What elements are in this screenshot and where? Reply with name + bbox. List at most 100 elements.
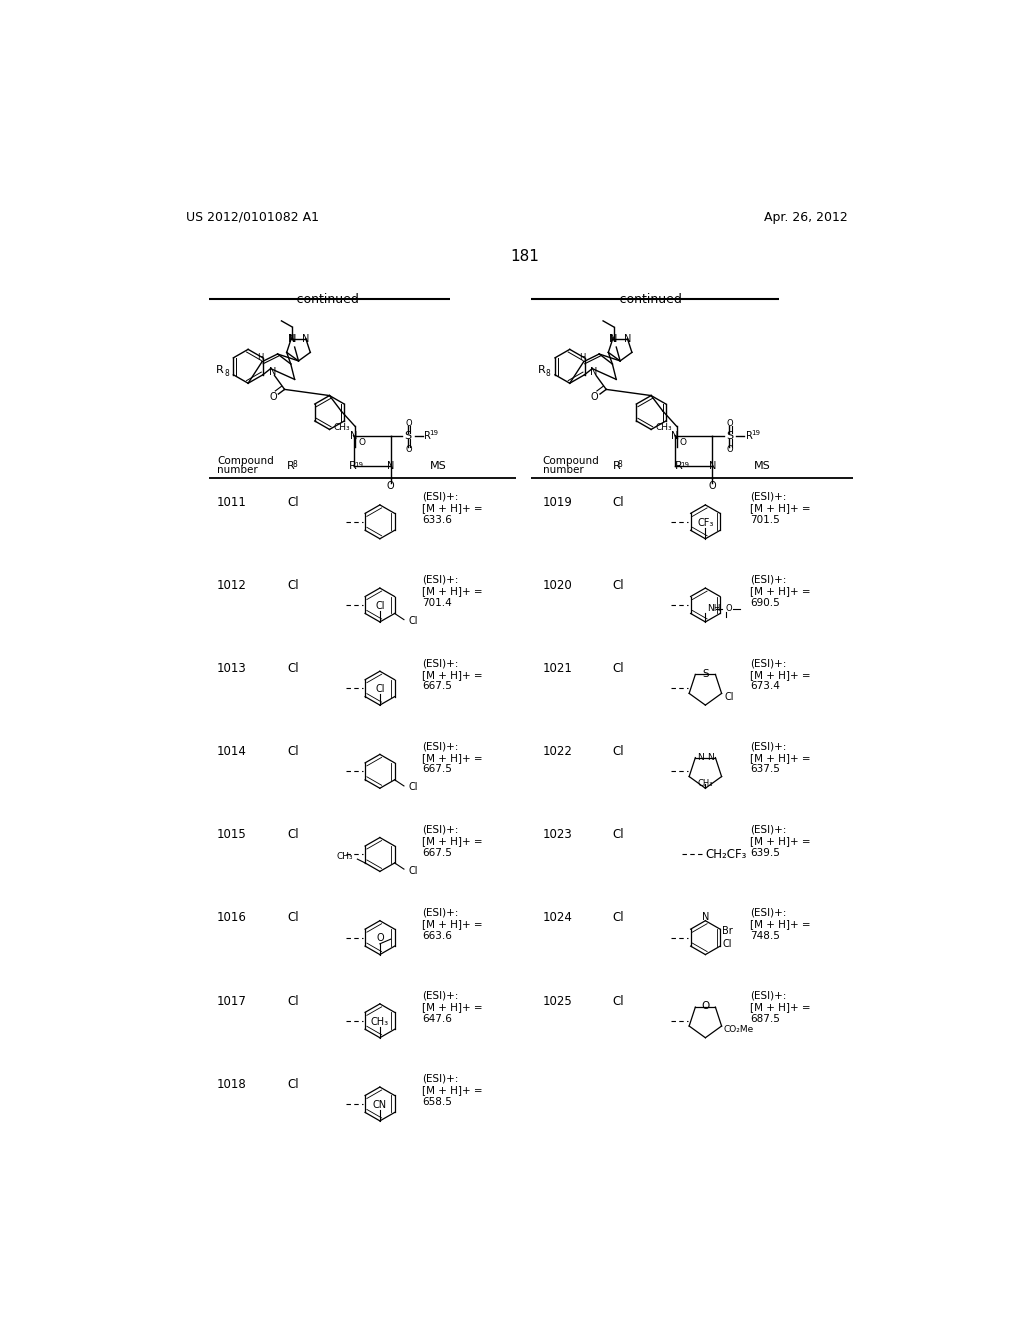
Text: N: N (288, 334, 295, 343)
Text: CH₃: CH₃ (655, 422, 672, 432)
Text: number: number (543, 465, 584, 475)
Text: O: O (376, 933, 384, 944)
Text: CF₃: CF₃ (697, 517, 714, 528)
Text: Cl: Cl (287, 1077, 299, 1090)
Text: R: R (216, 366, 224, 375)
Text: (ESI)+:
[M + H]+ =
673.4: (ESI)+: [M + H]+ = 673.4 (751, 659, 811, 692)
Text: N: N (302, 334, 309, 343)
Text: MS: MS (430, 461, 447, 471)
Text: H: H (257, 352, 264, 362)
Text: S: S (726, 430, 733, 441)
Text: 19: 19 (680, 462, 689, 467)
Text: -continued: -continued (615, 293, 682, 306)
Text: S: S (404, 430, 412, 441)
Text: (ESI)+:
[M + H]+ =
690.5: (ESI)+: [M + H]+ = 690.5 (751, 576, 811, 609)
Text: 19: 19 (354, 462, 364, 467)
Text: 1012: 1012 (217, 579, 247, 591)
Text: N: N (697, 754, 703, 762)
Text: Cl: Cl (409, 616, 418, 626)
Text: Cl: Cl (287, 829, 299, 841)
Text: O: O (406, 445, 412, 454)
Text: N: N (701, 912, 709, 921)
Text: R: R (424, 430, 431, 441)
Text: Cl: Cl (612, 829, 624, 841)
Text: O: O (701, 1002, 710, 1011)
Text: Cl: Cl (409, 783, 418, 792)
Text: NH: NH (707, 605, 721, 614)
Text: R: R (745, 430, 753, 441)
Text: Compound: Compound (217, 457, 273, 466)
Text: 8: 8 (224, 370, 228, 379)
Text: 1020: 1020 (543, 579, 572, 591)
Text: CH₃: CH₃ (337, 853, 353, 861)
Text: R: R (538, 366, 546, 375)
Text: CH₂CF₃: CH₂CF₃ (706, 847, 746, 861)
Text: (ESI)+:
[M + H]+ =
667.5: (ESI)+: [M + H]+ = 667.5 (423, 742, 483, 775)
Text: 1014: 1014 (217, 744, 247, 758)
Text: R: R (287, 461, 295, 471)
Text: (ESI)+:
[M + H]+ =
687.5: (ESI)+: [M + H]+ = 687.5 (751, 991, 811, 1024)
Text: O: O (358, 438, 366, 447)
Text: (ESI)+:
[M + H]+ =
633.6: (ESI)+: [M + H]+ = 633.6 (423, 492, 483, 525)
Text: (ESI)+:
[M + H]+ =
658.5: (ESI)+: [M + H]+ = 658.5 (423, 1074, 483, 1107)
Text: Cl: Cl (723, 939, 732, 949)
Text: S: S (702, 669, 709, 678)
Text: Cl: Cl (287, 995, 299, 1007)
Text: Cl: Cl (287, 663, 299, 675)
Text: 1025: 1025 (543, 995, 572, 1007)
Text: N: N (268, 367, 275, 378)
Text: 1019: 1019 (543, 496, 572, 508)
Text: Cl: Cl (375, 684, 385, 694)
Text: US 2012/0101082 A1: US 2012/0101082 A1 (186, 211, 319, 224)
Text: N: N (708, 754, 714, 762)
Text: 1021: 1021 (543, 663, 572, 675)
Text: O: O (269, 392, 276, 403)
Text: Cl: Cl (612, 911, 624, 924)
Text: N: N (672, 430, 679, 441)
Text: Cl: Cl (612, 579, 624, 591)
Text: Apr. 26, 2012: Apr. 26, 2012 (764, 211, 847, 224)
Text: N: N (350, 430, 357, 441)
Text: Cl: Cl (287, 744, 299, 758)
Text: -continued: -continued (292, 293, 359, 306)
Text: Cl: Cl (375, 601, 385, 611)
Text: (ESI)+:
[M + H]+ =
667.5: (ESI)+: [M + H]+ = 667.5 (423, 659, 483, 692)
Text: MS: MS (755, 461, 771, 471)
Text: (ESI)+:
[M + H]+ =
639.5: (ESI)+: [M + H]+ = 639.5 (751, 825, 811, 858)
Text: N: N (609, 334, 616, 343)
Text: CH₃: CH₃ (697, 779, 713, 788)
Text: Br: Br (723, 927, 733, 936)
Text: O: O (727, 445, 733, 454)
Text: 8: 8 (292, 461, 297, 470)
Text: (ESI)+:
[M + H]+ =
701.5: (ESI)+: [M + H]+ = 701.5 (751, 492, 811, 525)
Text: (ESI)+:
[M + H]+ =
748.5: (ESI)+: [M + H]+ = 748.5 (751, 908, 811, 941)
Text: 1023: 1023 (543, 829, 572, 841)
Text: (ESI)+:
[M + H]+ =
637.5: (ESI)+: [M + H]+ = 637.5 (751, 742, 811, 775)
Text: O: O (726, 605, 732, 614)
Text: (ESI)+:
[M + H]+ =
647.6: (ESI)+: [M + H]+ = 647.6 (423, 991, 483, 1024)
Text: O: O (591, 392, 598, 403)
Text: R: R (675, 461, 682, 471)
Text: 1022: 1022 (543, 744, 572, 758)
Text: CH₃: CH₃ (334, 422, 350, 432)
Text: O: O (387, 482, 394, 491)
Text: O: O (727, 418, 733, 428)
Text: Cl: Cl (287, 579, 299, 591)
Text: 1015: 1015 (217, 829, 247, 841)
Text: CO₂Me: CO₂Me (723, 1024, 754, 1034)
Text: Cl: Cl (287, 496, 299, 508)
Text: 19: 19 (429, 429, 438, 436)
Text: 1011: 1011 (217, 496, 247, 508)
Text: Cl: Cl (612, 744, 624, 758)
Text: H: H (579, 352, 586, 362)
Text: N: N (590, 367, 597, 378)
Text: Cl: Cl (409, 866, 418, 875)
Text: 1016: 1016 (217, 911, 247, 924)
Text: 8: 8 (546, 370, 551, 379)
Text: Cl: Cl (612, 995, 624, 1007)
Text: Cl: Cl (612, 663, 624, 675)
Text: N: N (289, 334, 296, 345)
Text: O: O (680, 438, 687, 447)
Text: CN: CN (373, 1100, 387, 1110)
Text: (ESI)+:
[M + H]+ =
667.5: (ESI)+: [M + H]+ = 667.5 (423, 825, 483, 858)
